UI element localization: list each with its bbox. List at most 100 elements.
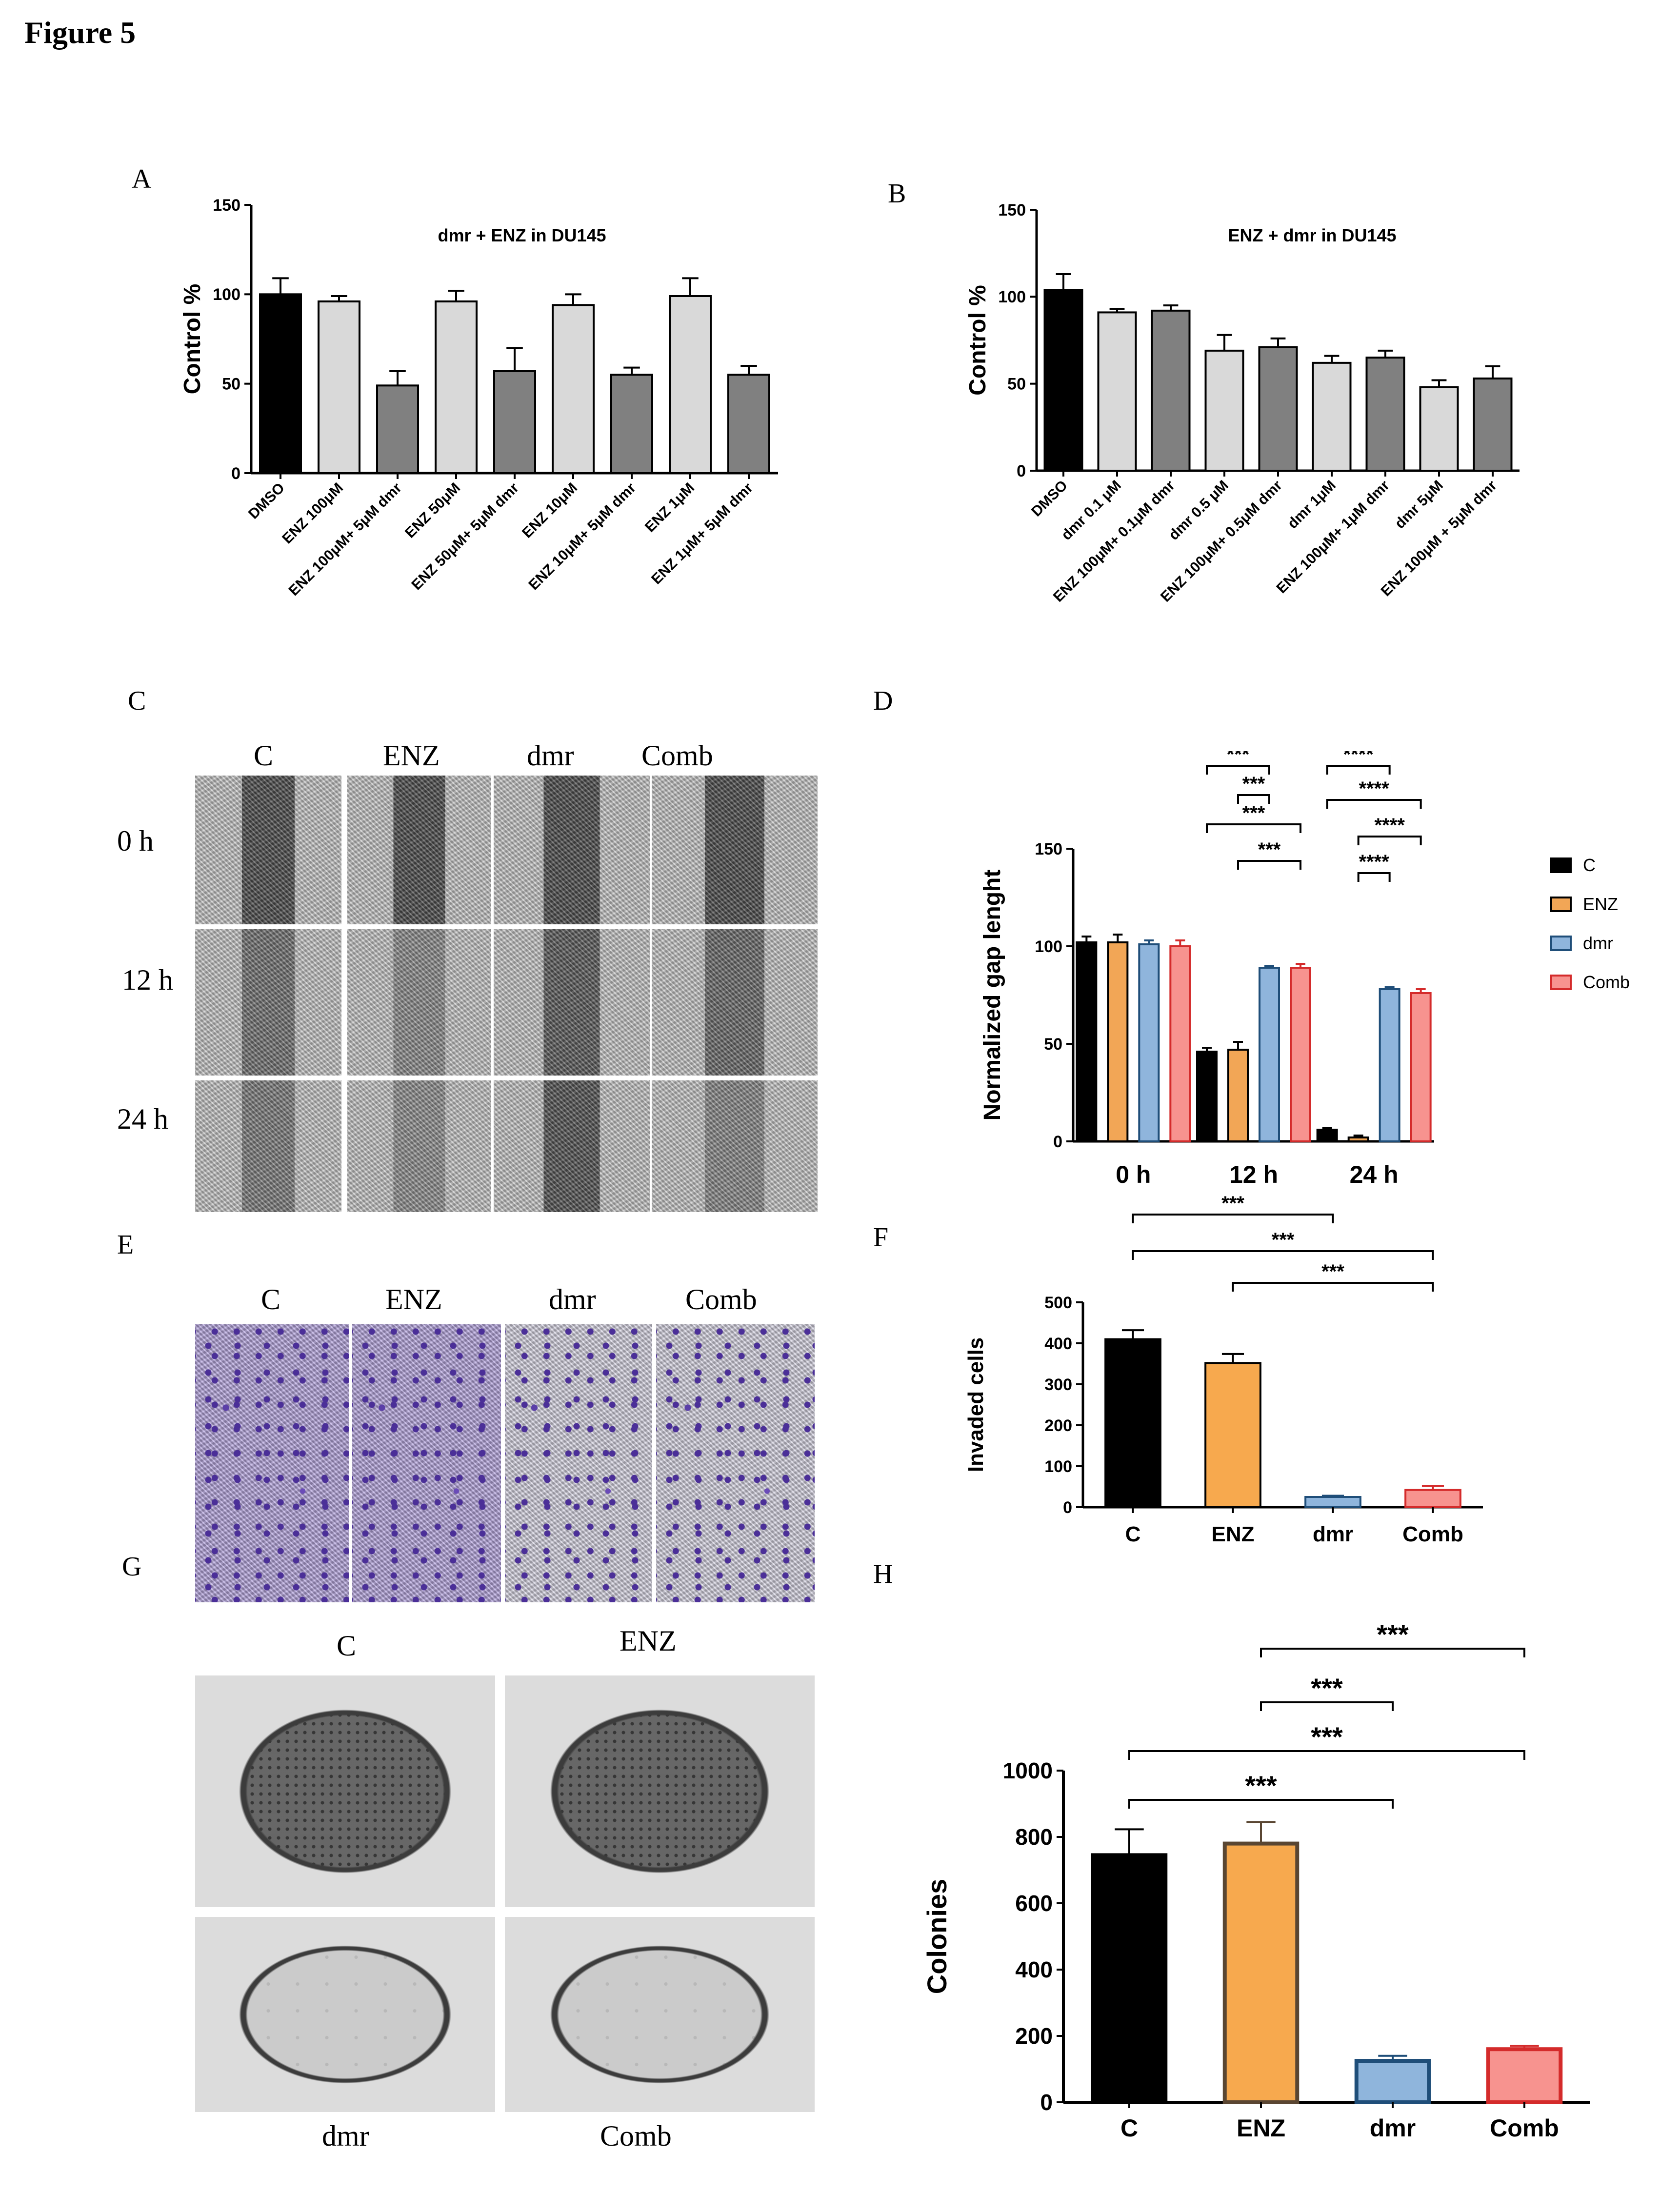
bar-enz-50-m-5-m-dmr [493,370,536,474]
scratch-image-0-1 [347,776,491,924]
bar-enz-100-m-0-1-m-dmr [1151,309,1191,472]
sig-bracket-24h-enz-dmr-label: **** [1359,851,1390,873]
bar-0-h-dmr [1138,943,1160,1142]
panel-letter-h: H [873,1559,893,1589]
sig-bracket-enz-comb [1260,1648,1525,1657]
colony-label-dmr: dmr [322,2120,369,2152]
sig-bracket-c-dmr [1132,1214,1334,1223]
sig-bracket-24h-c-dmr [1326,765,1391,775]
legend-swatch-c [1550,857,1572,873]
y-tick-label-50: 50 [222,375,240,394]
y-tick-label-100: 100 [1044,1457,1072,1476]
bar-enz-100-m-5-m-dmr [1473,377,1513,472]
x-tick-label-comb: Comb [1402,1522,1463,1546]
y-tick-label-300: 300 [1044,1376,1072,1394]
scratch-image-0-0 [195,776,341,924]
scratch-col-label-dmr: dmr [527,739,574,772]
sig-bracket-12h-c-comb-label: *** [1242,802,1265,824]
bar-24-h-dmr [1379,988,1400,1142]
colony-label-comb: Comb [600,2120,672,2152]
y-tick-label-800: 800 [1015,1824,1053,1850]
y-tick-label-0: 0 [1040,2090,1053,2115]
y-tick-label-0: 0 [1063,1498,1072,1517]
bar-12-h-enz [1227,1049,1249,1142]
panel-letter-g: G [122,1552,142,1582]
y-axis-label: Invaded cells [964,1337,988,1472]
chart-a: dmr + ENZ in DU145 0 50 100 150 Control % DMS… [180,196,778,599]
x-tick-label-0-h: 0 h [1116,1161,1151,1188]
sig-bracket-12h-c-dmr [1206,765,1270,775]
colony-label-c: C [337,1630,357,1662]
y-tick-label-0: 0 [1017,462,1026,480]
scratch-image-2-1 [347,1080,491,1212]
y-tick-label-400: 400 [1015,1957,1053,1982]
y-tick-label-100: 100 [1035,937,1062,956]
y-tick-label-50: 50 [1044,1035,1062,1054]
sig-bracket-c-comb [1132,1250,1434,1260]
legend-label-comb: Comb [1583,972,1630,992]
invasion-col-label-enz: ENZ [385,1283,442,1316]
x-tick-label-enz: ENZ [1237,2114,1285,2142]
sig-bracket-enz-dmr [1260,1701,1394,1711]
y-tick-label-100: 100 [213,285,240,304]
bar-enz-10-m-5-m-dmr [610,374,653,475]
colony-plate-comb [505,1917,815,2112]
bar-12-h-dmr [1259,967,1280,1142]
x-tick-label-enz: ENZ [1212,1522,1255,1546]
bar-comb [1486,2047,1563,2105]
bar-dmr-0-5-m [1204,349,1244,472]
invasion-col-label-comb: Comb [685,1283,757,1316]
chart-b: ENZ + dmr in DU145 0 50 100 150 Control % DMS… [965,201,1520,605]
sig-bracket-24h-c-comb-label: **** [1359,778,1390,799]
x-tick-label-enz-50-m-5-m-dmr: ENZ 50μM+ 5μM dmr [408,479,522,593]
y-tick-label-0: 0 [1053,1133,1062,1151]
y-tick-label-500: 500 [1044,1294,1072,1312]
sig-bracket-24h-c-dmr-label: **** [1343,751,1374,765]
y-tick-label-150: 150 [1035,840,1062,858]
sig-bracket-12h-c-comb [1206,823,1301,833]
x-tick-label-dmr-5-m: dmr 5μM [1392,478,1446,532]
y-axis-label: Control % [965,285,991,396]
bar-c [1091,1853,1168,2105]
scratch-col-label-c: C [254,739,274,772]
bar-0-h-c [1076,941,1098,1142]
bar-dmr [1304,1496,1361,1508]
sig-bracket-12h-enz-dmr [1237,794,1270,804]
y-tick-label-150: 150 [213,196,240,215]
colony-plate-c [195,1675,495,1907]
colony-plate-dmr [195,1917,495,2112]
invasion-col-label-dmr: dmr [549,1283,596,1316]
scratch-image-1-1 [347,929,491,1076]
x-tick-label-dmr-1-m: dmr 1μM [1284,478,1339,532]
bar-enz [1222,1841,1300,2105]
sig-bracket-24h-enz-dmr [1357,872,1391,882]
legend-label-dmr: dmr [1583,933,1613,953]
bar-dmr-5-m [1419,386,1459,472]
sig-bracket-c-dmr-label: *** [1221,1193,1244,1214]
legend-label-enz: ENZ [1583,894,1618,914]
scratch-image-1-0 [195,929,341,1076]
chart-b-title: ENZ + dmr in DU145 [1228,225,1396,245]
sig-bracket-enz-comb [1232,1282,1434,1292]
y-axis-label: Colonies [921,1879,952,1994]
invasion-image-3 [656,1324,815,1602]
bar-dmr-0-1-m [1097,311,1137,472]
y-axis-label: Control % [180,284,205,395]
bar-dmso [1043,289,1083,472]
scratch-image-2-3 [652,1080,818,1212]
sig-bracket-c-dmr-label: *** [1245,1770,1277,1801]
y-tick-label-1000: 1000 [1003,1758,1053,1783]
scratch-image-1-3 [652,929,818,1076]
legend-swatch-dmr [1550,936,1572,951]
chart-a-title: dmr + ENZ in DU145 [438,225,606,245]
bar-dmso [259,293,302,474]
scratch-image-0-2 [494,776,650,924]
legend-label-c: C [1583,855,1596,875]
bar-enz-100-m-1-m-dmr [1365,357,1405,472]
sig-bracket-12h-enz-comb-label: *** [1258,839,1281,860]
x-tick-label-enz-1-m: ENZ 1μM [642,480,698,536]
sig-bracket-12h-enz-dmr-label: *** [1242,773,1265,795]
panel-letter-f: F [873,1222,889,1253]
scratch-row-label-24h: 24 h [117,1103,168,1135]
x-tick-label-c: C [1120,2114,1138,2142]
